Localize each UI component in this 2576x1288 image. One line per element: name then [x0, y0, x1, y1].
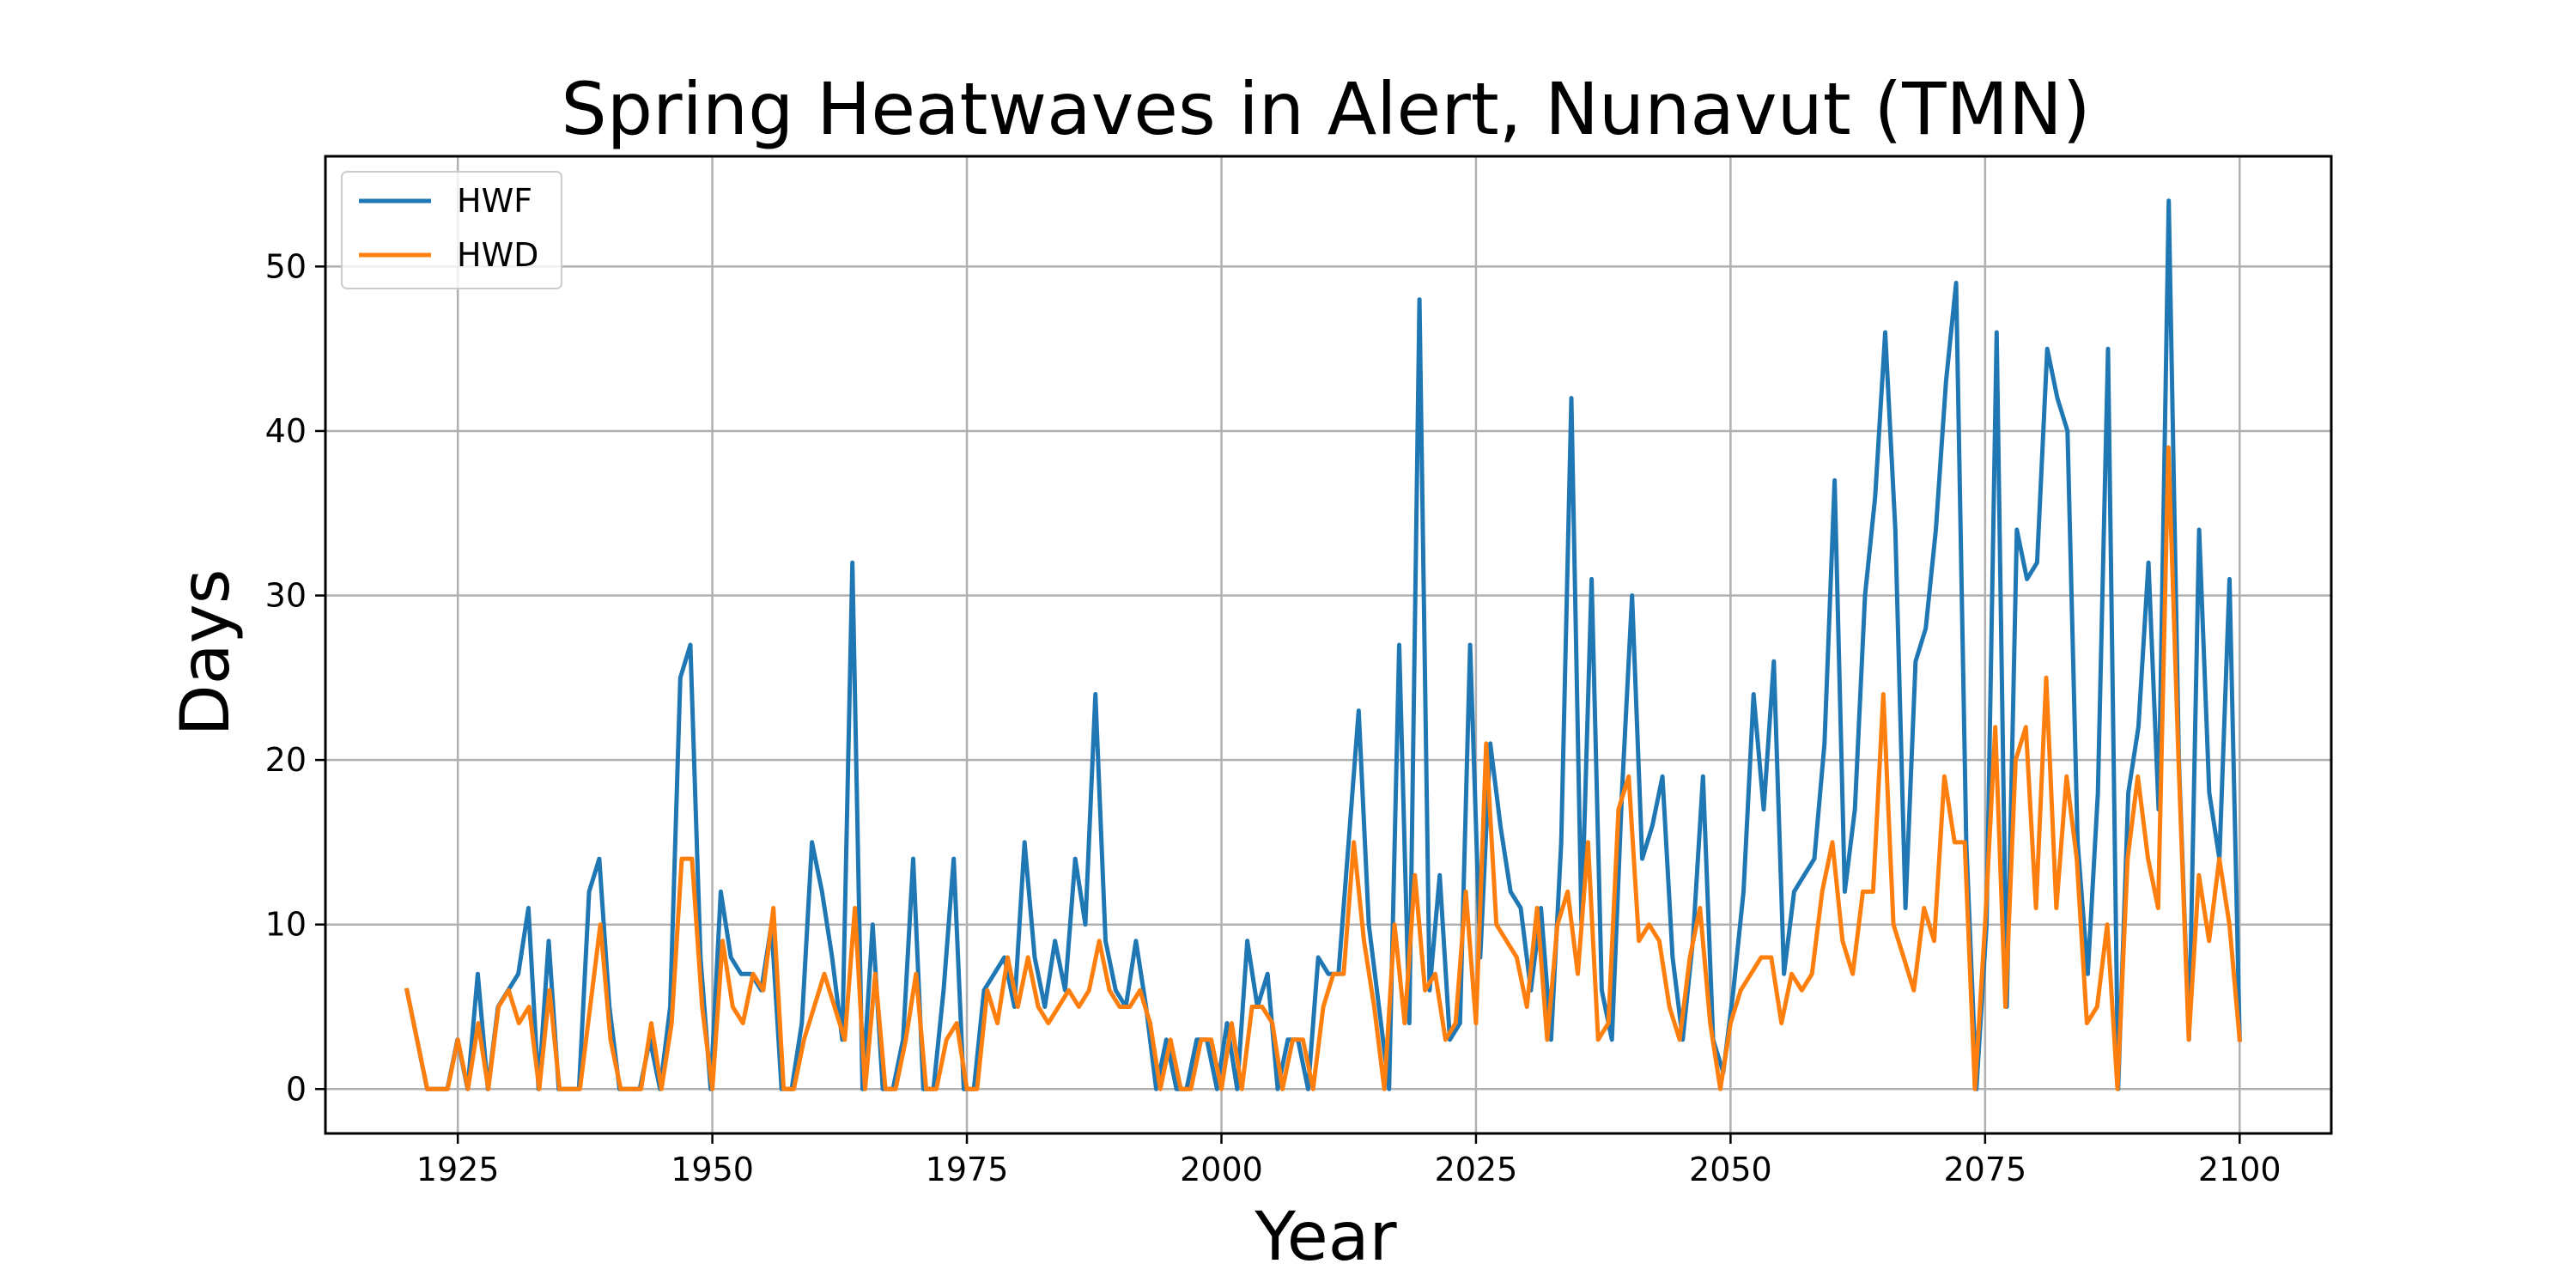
y-tick-label: 20 — [265, 741, 307, 779]
x-tick-label: 2000 — [1180, 1151, 1263, 1188]
series-line-hwf — [404, 198, 2242, 1091]
axis-ticks: 1925 1950 1975 2000 2025 2050 2075 2100 0 10 20 30 4… — [265, 247, 2281, 1188]
series-group — [404, 198, 2243, 1091]
plot-frame — [324, 155, 2333, 1135]
x-tick-label: 2075 — [1943, 1151, 2026, 1188]
series-line-hwd — [404, 445, 2243, 1091]
y-tick-label: 40 — [265, 412, 307, 450]
y-tick-label: 50 — [265, 247, 307, 285]
x-tick-label: 2025 — [1435, 1151, 1518, 1188]
x-axis-title: Year — [1254, 1199, 1397, 1276]
legend: HWF HWD — [341, 171, 562, 289]
x-tick-label: 2050 — [1689, 1151, 1772, 1188]
y-tick-label: 10 — [265, 906, 307, 944]
y-tick-label: 0 — [286, 1070, 307, 1108]
legend-label-hwd: HWD — [457, 236, 538, 274]
y-tick-label: 30 — [265, 577, 307, 615]
legend-label-hwf: HWF — [457, 182, 532, 220]
x-tick-label: 1925 — [416, 1151, 500, 1188]
y-axis-title: Days — [167, 569, 245, 737]
x-tick-label: 1950 — [671, 1151, 754, 1188]
chart-title: Spring Heatwaves in Alert, Nunavut (TMN) — [561, 67, 2090, 151]
x-tick-label: 2100 — [2198, 1151, 2281, 1188]
x-tick-label: 1975 — [926, 1151, 1009, 1188]
